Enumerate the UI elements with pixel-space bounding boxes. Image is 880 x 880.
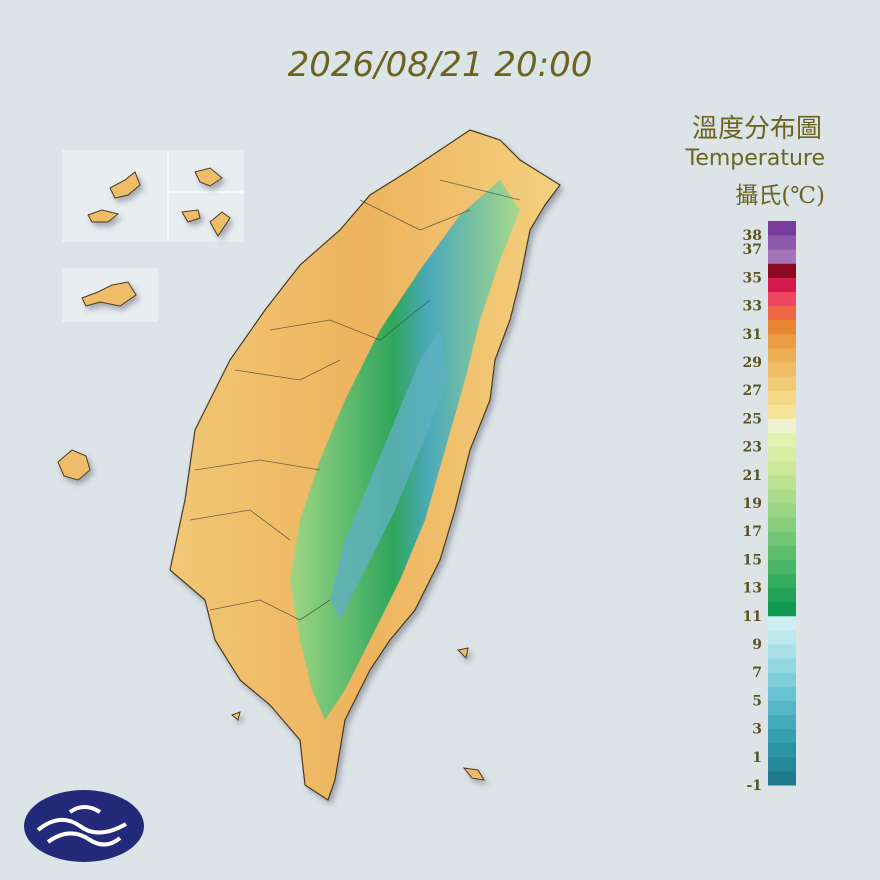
colorbar-segment	[768, 644, 796, 659]
colorbar-segment	[768, 615, 796, 631]
colorbar-segment	[768, 291, 796, 307]
colorbar-segment	[768, 460, 796, 476]
legend-tick-label: 1	[752, 750, 762, 766]
legend-unit: 攝氏(℃)	[735, 183, 825, 209]
colorbar-segment	[768, 404, 796, 419]
colorbar-segment	[768, 573, 796, 589]
legend-tick-label: 25	[743, 411, 762, 427]
colorbar-segment	[768, 263, 796, 278]
legend-tick-label: 13	[743, 581, 762, 597]
colorbar-segment	[768, 235, 796, 250]
legend-title: 溫度分布圖	[692, 114, 822, 144]
colorbar-segment	[768, 672, 796, 687]
colorbar-segment	[768, 249, 796, 264]
legend-tick-label: 38	[743, 228, 762, 244]
colorbar-segment	[768, 347, 796, 363]
colorbar-segment	[768, 601, 796, 617]
legend-tick-label: 21	[743, 468, 762, 484]
colorbar-segment	[768, 503, 796, 518]
legend-tick-label: -1	[746, 778, 762, 794]
colorbar-segment	[768, 390, 796, 405]
colorbar-segment	[768, 277, 796, 292]
colorbar-segment	[768, 742, 796, 758]
colorbar-segment	[768, 418, 796, 433]
county-borders	[189, 179, 521, 621]
legend-tick-label: 9	[752, 637, 762, 653]
legend-tick-label: 37	[743, 242, 762, 258]
colorbar-segment	[768, 770, 796, 786]
legend-tick-label: 23	[743, 440, 762, 456]
colorbar-segment	[768, 376, 796, 391]
legend-tick-label: 3	[752, 722, 762, 738]
colorbar-segment	[768, 658, 796, 673]
colorbar-segment	[768, 559, 796, 574]
high-peaks	[330, 330, 448, 620]
colorbar-segment	[768, 517, 796, 532]
colorbar-segment	[768, 686, 796, 701]
colorbar-segment	[768, 446, 796, 462]
islands	[57, 167, 485, 781]
colorbar-segment	[768, 700, 796, 715]
colorbar-segment	[768, 474, 796, 490]
colorbar-segment	[768, 714, 796, 730]
legend-subtitle: Temperature	[685, 146, 825, 171]
legend-tick-label: 5	[752, 693, 762, 709]
colorbar-segment	[768, 756, 796, 772]
colorbar-segment	[768, 545, 796, 560]
colorbar-segment	[768, 221, 796, 236]
colorbar-segment	[768, 531, 796, 546]
legend-tick-label: 35	[743, 270, 762, 286]
legend-tick-label: 17	[743, 524, 762, 540]
legend-tick-label: 7	[752, 665, 762, 681]
colorbar-segment	[768, 629, 796, 645]
colorbar-segment	[768, 333, 796, 349]
colorbar-segment	[768, 488, 796, 504]
colorbar-segment	[768, 432, 796, 448]
colorbar-segment	[768, 362, 796, 377]
legend-tick-label: 27	[743, 383, 762, 399]
colorbar-segment	[768, 319, 796, 335]
legend-tick-label: 19	[743, 496, 762, 512]
legend-tick-label: 11	[743, 609, 762, 625]
timestamp: 2026/08/21 20:00	[288, 45, 593, 85]
colorbar-segment	[768, 728, 796, 744]
legend-tick-label: 29	[743, 355, 762, 371]
legend-tick-label: 33	[743, 299, 762, 315]
logo-waves	[36, 805, 127, 847]
legend-tick-label: 15	[743, 552, 762, 568]
legend-tick-label: 31	[743, 327, 762, 343]
colorbar-segment	[768, 305, 796, 321]
colorbar-segment	[768, 587, 796, 603]
